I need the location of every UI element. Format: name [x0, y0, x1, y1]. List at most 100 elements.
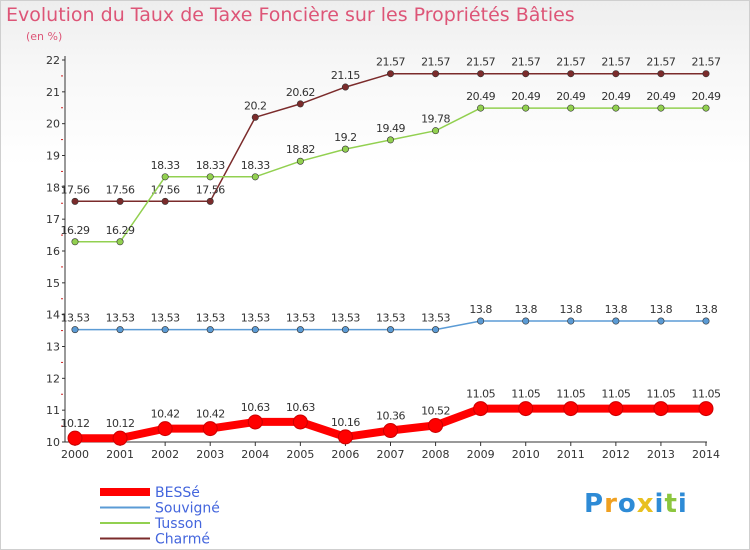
logo-letter: i [654, 489, 665, 519]
data-point-1 [702, 317, 710, 325]
x-tick-label: 2013 [647, 448, 675, 461]
data-label: 20.2 [244, 99, 267, 112]
data-label: 21.57 [376, 56, 405, 69]
y-tick-label: 18 [46, 181, 60, 194]
data-label: 10.42 [151, 408, 180, 421]
data-label: 13.8 [560, 303, 583, 316]
data-point-1 [206, 326, 214, 334]
data-label: 11.05 [646, 388, 675, 401]
y-tick-label: 16 [46, 245, 60, 258]
data-label: 10.63 [241, 401, 270, 414]
data-point-0 [698, 401, 714, 417]
data-label: 13.8 [469, 303, 492, 316]
data-point-0 [383, 423, 398, 439]
data-label: 11.05 [466, 388, 495, 401]
data-point-2 [477, 104, 485, 112]
data-point-1 [432, 326, 440, 334]
data-point-2 [251, 173, 259, 181]
data-label: 13.53 [241, 312, 270, 325]
data-point-2 [612, 104, 620, 112]
x-tick-label: 2002 [151, 448, 179, 461]
data-point-1 [251, 326, 259, 334]
x-tick-label: 2001 [106, 448, 134, 461]
data-point-0 [473, 401, 489, 417]
data-point-2 [206, 173, 214, 181]
data-label: 20.49 [466, 90, 495, 103]
data-label: 20.49 [601, 90, 630, 103]
data-point-2 [567, 104, 575, 112]
x-tick-label: 2006 [331, 448, 359, 461]
data-point-1 [567, 317, 575, 325]
data-label: 18.82 [286, 143, 315, 156]
data-label: 10.63 [286, 401, 315, 414]
x-tick-label: 2004 [241, 448, 269, 461]
data-point-1 [522, 317, 530, 325]
data-point-3 [251, 113, 259, 121]
data-label: 17.56 [106, 183, 135, 196]
data-point-1 [612, 317, 620, 325]
data-point-3 [612, 70, 620, 78]
y-tick-label: 19 [46, 150, 60, 163]
data-point-3 [296, 100, 304, 108]
data-label: 17.56 [196, 183, 225, 196]
data-label: 11.05 [692, 388, 721, 401]
data-point-0 [112, 430, 128, 446]
data-label: 20.49 [511, 90, 540, 103]
x-tick-label: 2014 [692, 448, 720, 461]
data-point-3 [477, 70, 485, 78]
data-point-0 [292, 414, 308, 430]
data-label: 20.49 [646, 90, 675, 103]
data-label: 18.33 [241, 159, 270, 172]
data-label: 19.2 [334, 131, 357, 144]
data-label: 17.56 [151, 183, 180, 196]
x-tick-label: 2008 [422, 448, 450, 461]
data-point-2 [432, 127, 440, 135]
data-label: 21.57 [421, 56, 450, 69]
data-label: 13.8 [514, 303, 537, 316]
data-point-0 [67, 430, 83, 446]
data-label: 10.52 [421, 404, 450, 417]
data-point-3 [161, 197, 169, 205]
chart-title: Evolution du Taux de Taxe Foncière sur l… [6, 4, 575, 26]
data-point-3 [71, 197, 79, 205]
proxiti-logo: Proxiti [584, 489, 688, 519]
data-label: 20.62 [286, 86, 315, 99]
data-label: 13.8 [695, 303, 718, 316]
logo-letter: o [617, 489, 637, 519]
y-tick-label: 11 [46, 404, 60, 417]
data-label: 10.12 [61, 417, 90, 430]
x-tick-label: 2005 [286, 448, 314, 461]
data-label: 21.57 [692, 56, 721, 69]
data-point-3 [567, 70, 575, 78]
data-point-3 [116, 197, 124, 205]
data-point-2 [522, 104, 530, 112]
data-label: 10.16 [331, 416, 360, 429]
data-point-0 [202, 421, 218, 437]
legend-label: Souvigné [155, 501, 220, 517]
data-label: 21.57 [511, 56, 540, 69]
data-label: 21.57 [556, 56, 585, 69]
y-tick-label: 22 [46, 54, 60, 67]
logo-letter: t [664, 489, 678, 519]
data-label: 20.49 [556, 90, 585, 103]
logo-letter: r [604, 489, 618, 519]
data-label: 13.53 [106, 312, 135, 325]
data-point-3 [657, 70, 665, 78]
legend-label: Tusson [154, 516, 202, 532]
data-label: 13.53 [331, 312, 360, 325]
y-tick-label: 21 [46, 86, 60, 99]
x-tick-label: 2010 [512, 448, 540, 461]
data-point-0 [518, 401, 534, 417]
data-label: 13.53 [61, 312, 90, 325]
data-label: 20.49 [692, 90, 721, 103]
data-point-3 [522, 70, 530, 78]
y-tick-label: 20 [46, 118, 60, 131]
data-point-1 [657, 317, 665, 325]
data-label: 21.57 [466, 56, 495, 69]
data-point-0 [157, 421, 173, 437]
data-point-1 [386, 326, 394, 334]
data-label: 18.33 [151, 159, 180, 172]
legend-label: Charmé [155, 532, 210, 548]
data-label: 16.29 [61, 224, 90, 237]
y-tick-label: 14 [46, 309, 60, 322]
